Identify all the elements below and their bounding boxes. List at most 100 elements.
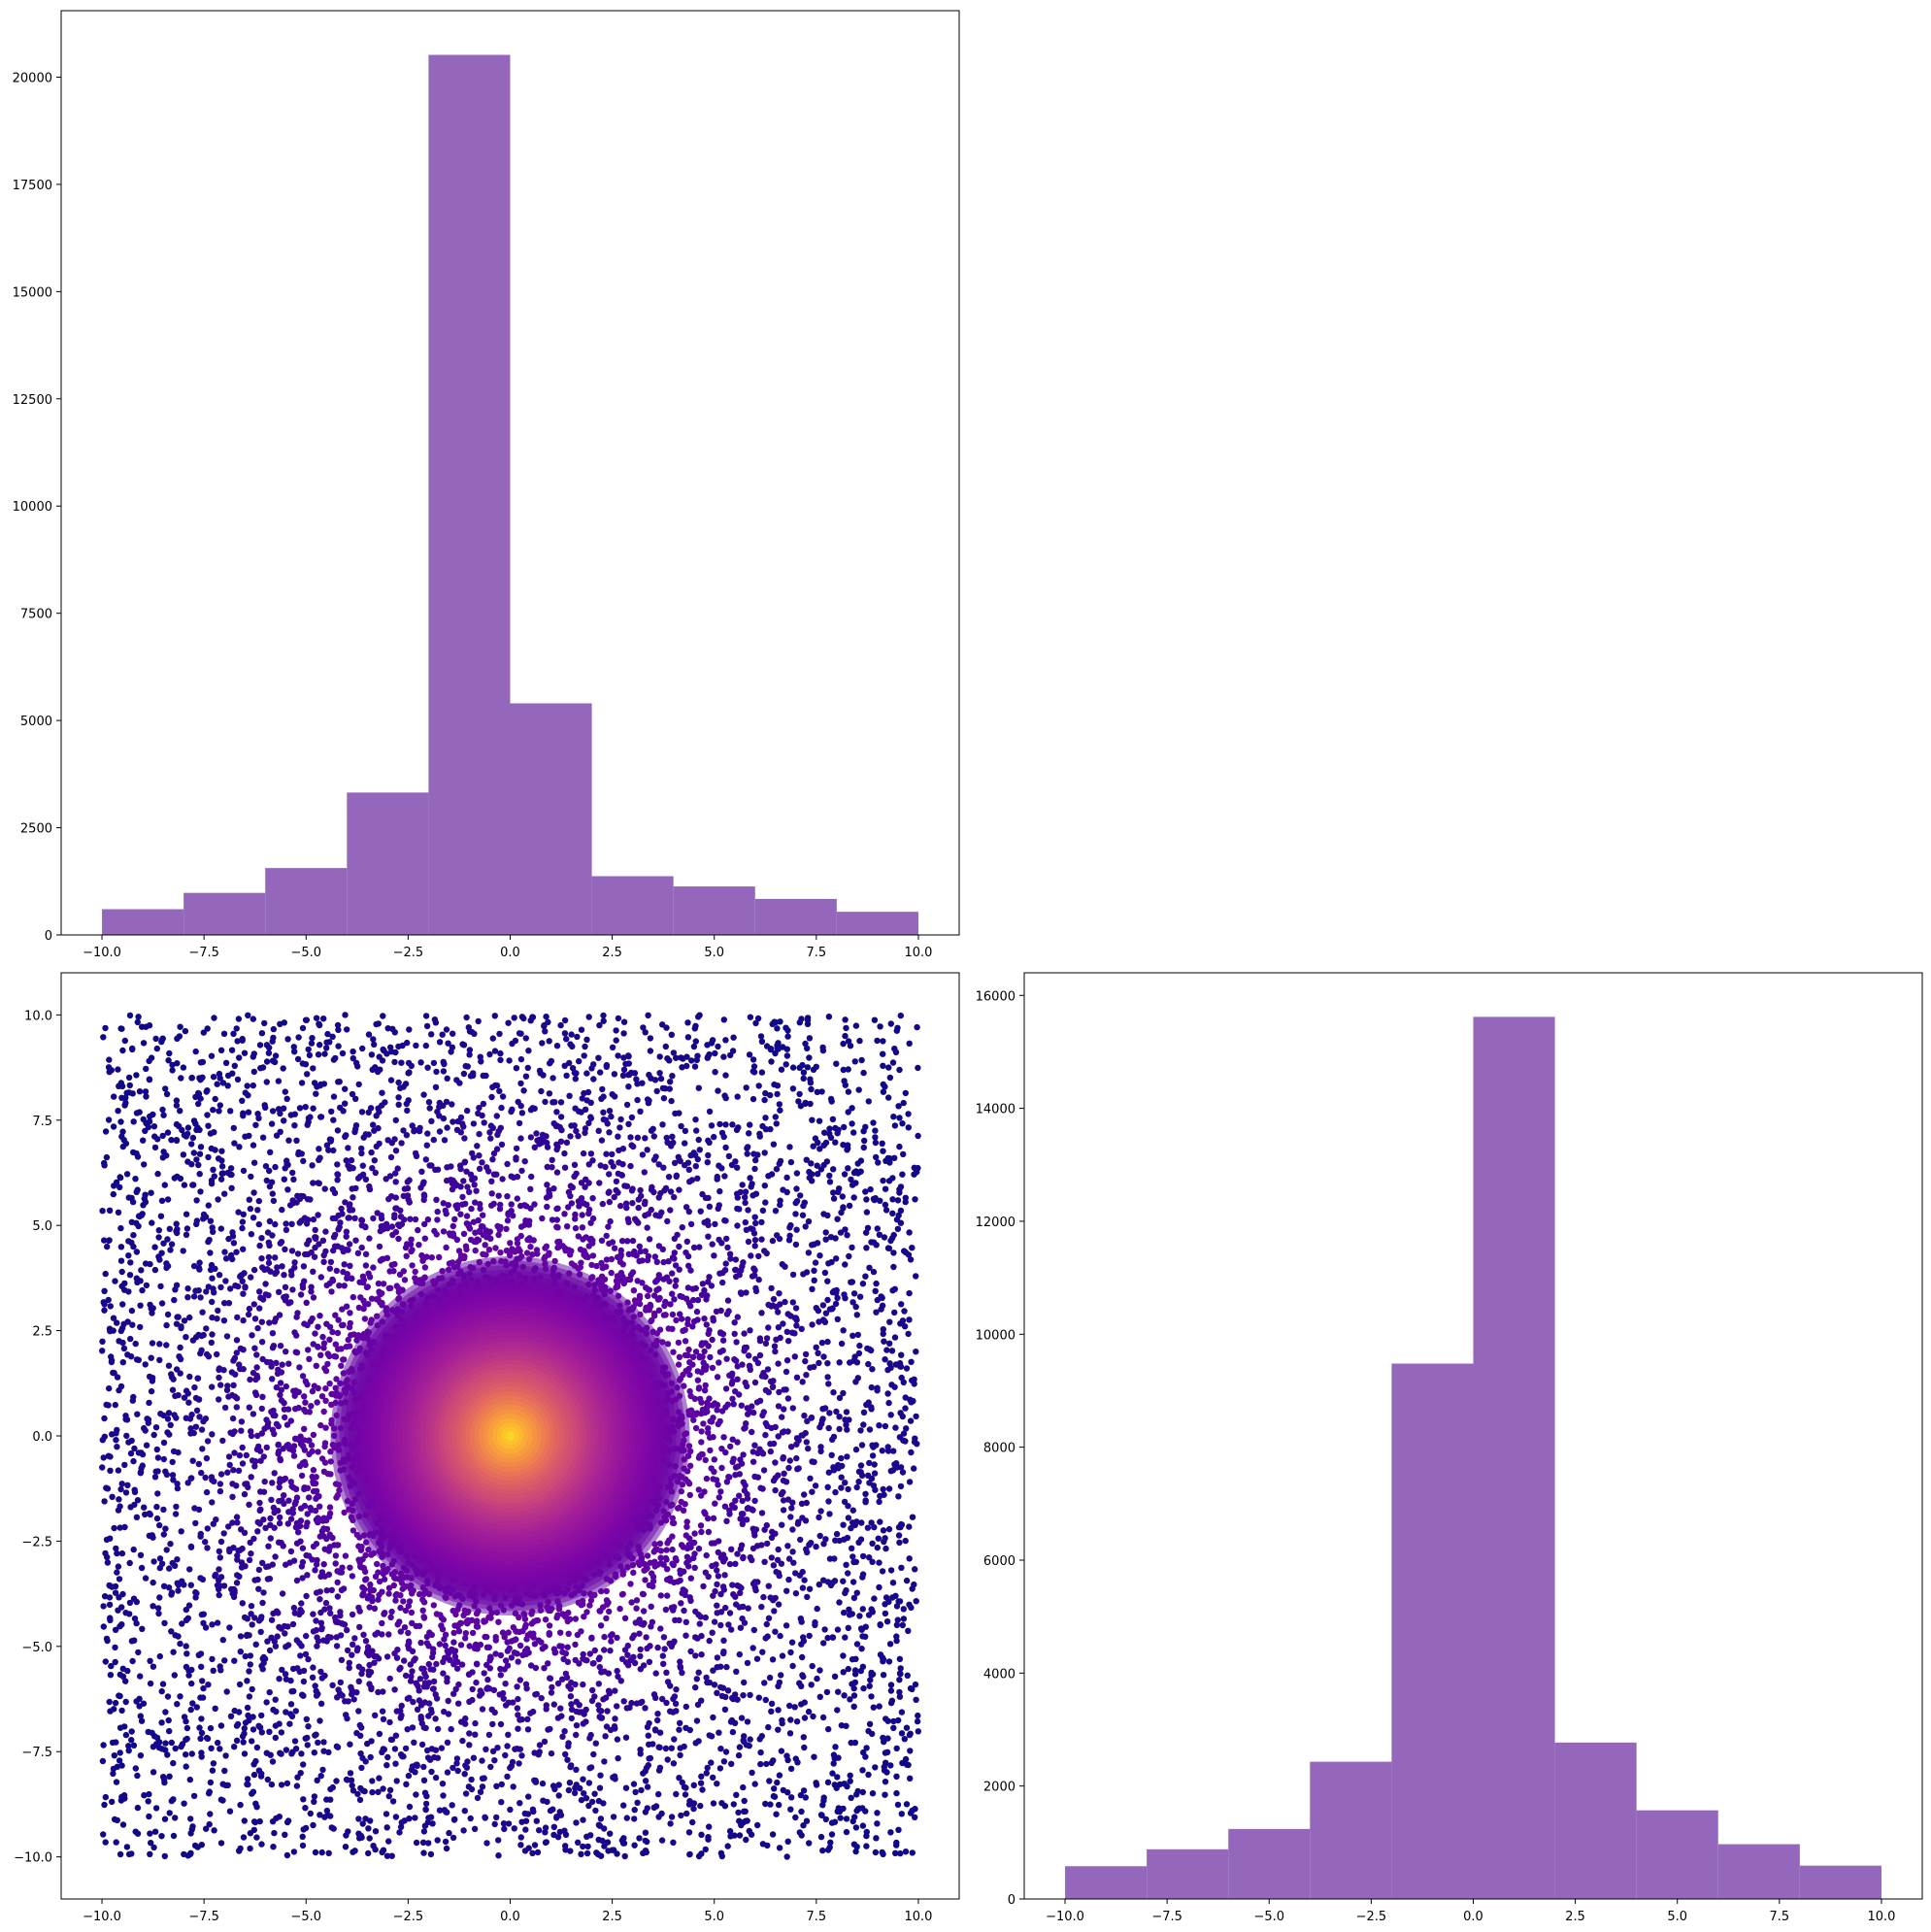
scatter-point <box>561 1149 568 1157</box>
scatter-point <box>130 1393 137 1401</box>
scatter-point <box>128 1437 135 1445</box>
scatter-point <box>121 1461 128 1469</box>
scatter-point <box>119 1359 126 1366</box>
scatter-point <box>237 1633 245 1640</box>
scatter-point <box>725 1152 733 1160</box>
scatter-point <box>557 1021 564 1029</box>
scatter-point <box>733 1668 740 1676</box>
scatter-point <box>186 1314 193 1321</box>
axes-frame <box>60 10 960 936</box>
scatter-point <box>758 1236 765 1243</box>
scatter-point <box>690 1782 697 1789</box>
scatter-point <box>722 1121 729 1128</box>
scatter-point <box>770 1295 778 1303</box>
scatter-panel: −10.0 −7.5 −5.0 −2.5 0.0 2.5 5.0 7.5 10.0−10.0−7… <box>14 972 960 1924</box>
scatter-point <box>826 1125 833 1132</box>
scatter-point <box>889 1287 896 1294</box>
scatter-point <box>687 1575 694 1582</box>
scatter-point <box>644 1147 650 1153</box>
scatter-point <box>595 1054 602 1061</box>
scatter-point <box>424 1064 431 1071</box>
scatter-point <box>235 1016 243 1022</box>
scatter-point <box>115 1066 121 1073</box>
scatter-point <box>293 1314 300 1320</box>
scatter-point <box>783 1587 790 1594</box>
scatter-point <box>348 1683 354 1691</box>
scatter-point <box>757 1760 764 1768</box>
scatter-point <box>240 1113 247 1119</box>
scatter-point <box>913 1598 919 1605</box>
scatter-point <box>714 1664 720 1671</box>
scatter-point <box>901 1248 908 1254</box>
scatter-point <box>421 1789 429 1796</box>
scatter-point <box>279 1206 285 1214</box>
scatter-point <box>863 1209 871 1216</box>
scatter-point <box>786 1224 793 1231</box>
scatter-point <box>316 1588 323 1595</box>
scatter-point <box>486 1050 493 1058</box>
scatter-point <box>293 1782 301 1789</box>
scatter-point <box>272 1643 280 1649</box>
scatter-point <box>275 1507 282 1515</box>
scatter-point <box>123 1844 131 1850</box>
scatter-point <box>294 1665 301 1672</box>
scatter-point <box>99 1338 106 1346</box>
scatter-point <box>785 1338 792 1345</box>
scatter-point <box>875 1535 882 1542</box>
scatter-point <box>669 1073 676 1080</box>
scatter-point <box>766 1674 774 1682</box>
scatter-point <box>709 1629 716 1636</box>
scatter-point <box>203 1088 210 1095</box>
scatter-point <box>256 1817 263 1825</box>
scatter-point <box>105 1402 112 1409</box>
scatter-point <box>128 1728 135 1735</box>
scatter-point <box>596 1714 603 1720</box>
scatter-point <box>297 1770 304 1777</box>
scatter-point <box>165 1057 172 1064</box>
scatter-point <box>254 1528 261 1535</box>
scatter-point <box>907 1775 914 1782</box>
scatter-point <box>773 1336 780 1344</box>
scatter-point <box>907 1684 915 1692</box>
scatter-point <box>255 1220 262 1228</box>
scatter-point <box>638 1786 645 1794</box>
scatter-point <box>568 1122 575 1129</box>
scatter-point <box>304 1121 311 1128</box>
scatter-point <box>234 1076 242 1083</box>
scatter-point <box>291 1122 298 1129</box>
scatter-point <box>132 1176 139 1183</box>
scatter-point <box>692 1683 699 1691</box>
scatter-point <box>706 1108 714 1116</box>
scatter-point <box>752 1219 759 1227</box>
scatter-point <box>758 1069 766 1076</box>
scatter-point <box>239 1278 246 1284</box>
scatter-point <box>208 1181 216 1187</box>
scatter-point <box>913 1413 919 1420</box>
scatter-point <box>272 1254 279 1261</box>
scatter-point <box>326 1265 333 1272</box>
scatter-point <box>153 1503 160 1511</box>
scatter-point <box>107 1672 115 1679</box>
scatter-point <box>841 1171 849 1178</box>
scatter-point <box>284 1186 291 1193</box>
scatter-point <box>267 1515 274 1522</box>
scatter-point <box>247 1845 253 1852</box>
scatter-point <box>640 1662 648 1669</box>
scatter-point <box>123 1416 131 1423</box>
scatter-point <box>668 1604 676 1612</box>
scatter-point <box>870 1119 877 1126</box>
scatter-point <box>370 1843 377 1849</box>
scatter-point <box>263 1079 270 1085</box>
scatter-point <box>793 1441 800 1448</box>
scatter-point <box>255 1566 263 1574</box>
scatter-point <box>769 1656 777 1663</box>
scatter-point <box>140 1700 148 1707</box>
scatter-point <box>107 1453 114 1460</box>
scatter-point <box>389 1231 396 1239</box>
scatter-point <box>499 1176 506 1183</box>
scatter-point <box>200 1684 207 1692</box>
scatter-point <box>703 1321 710 1328</box>
scatter-point <box>815 1349 821 1357</box>
scatter-point <box>677 1751 683 1759</box>
scatter-point <box>130 1546 137 1553</box>
